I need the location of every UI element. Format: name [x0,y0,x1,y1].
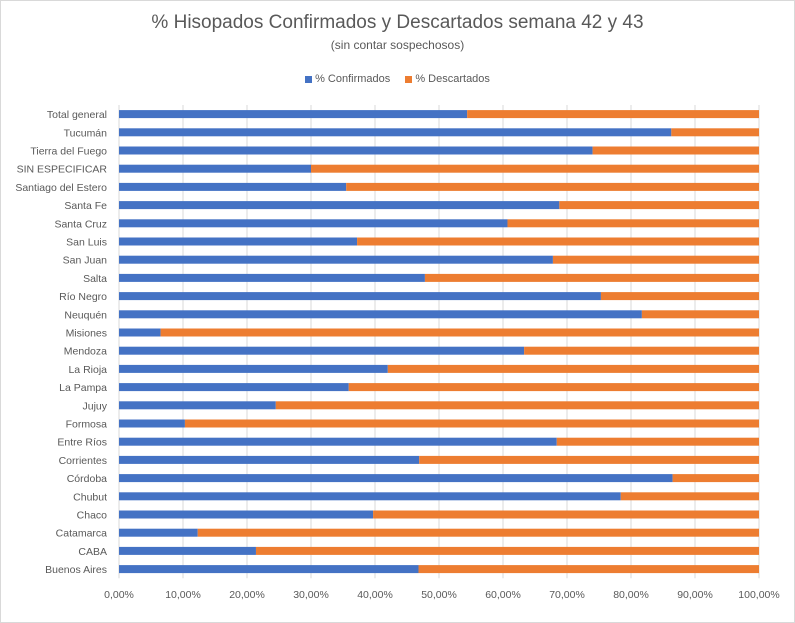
x-tick-label: 10,00% [165,589,201,601]
bar-confirmados [119,219,508,228]
bar-confirmados [119,565,419,574]
bar-confirmados [119,474,673,483]
bar-confirmados [119,419,185,428]
bar-confirmados [119,201,560,210]
category-label: Corrientes [59,455,107,467]
bar-descartados [507,219,759,228]
x-tick-label: 0,00% [104,589,134,601]
bar-descartados [559,201,759,210]
category-label: San Luis [66,237,107,249]
legend-label-confirmados: % Confirmados [315,73,391,85]
bar-confirmados [119,528,198,537]
bar-descartados [592,146,759,155]
chart-subtitle: (sin contar sospechosos) [330,38,465,52]
bar-confirmados [119,164,311,173]
legend-label-descartados: % Descartados [415,73,490,85]
legend-item-confirmados: % Confirmados [305,73,390,85]
bar-descartados [641,310,759,319]
x-tick-label: 90,00% [677,589,713,601]
category-label: Mendoza [64,346,107,358]
bar-confirmados [119,364,388,373]
category-label: Santa Cruz [54,218,107,230]
bar-confirmados [119,182,347,191]
category-label: Formosa [66,419,108,431]
bar-descartados [672,474,759,483]
bar-descartados [311,164,759,173]
bar-descartados [255,546,759,555]
x-tick-label: 30,00% [293,589,329,601]
x-tick-label: 60,00% [485,589,521,601]
bar-descartados [556,437,759,446]
x-tick-label: 20,00% [229,589,265,601]
category-label: Jujuy [82,400,107,412]
bar-descartados [552,255,759,264]
bar-descartados [346,182,759,191]
bar-descartados [419,455,759,464]
category-label: Córdoba [67,473,107,485]
category-label: Buenos Aires [45,564,107,576]
bar-descartados [373,510,759,519]
chart-title: % Hisopados Confirmados y Descartados se… [151,12,644,33]
legend-swatch-confirmados [305,75,313,83]
bar-descartados [620,492,759,501]
chart-legend: % Confirmados % Descartados [0,73,795,86]
category-label: Misiones [66,328,107,340]
bar-confirmados [119,455,420,464]
category-label: Chaco [77,510,108,522]
category-label: Tucumán [64,127,108,139]
bar-confirmados [119,546,256,555]
bar-descartados [357,237,759,246]
x-tick-label: 80,00% [613,589,649,601]
bar-confirmados [119,128,672,137]
legend-swatch-descartados [405,75,413,83]
bar-confirmados [119,328,161,337]
bar-descartados [424,273,759,282]
bar-confirmados [119,346,525,355]
bar-descartados [348,383,759,392]
category-label: Santiago del Estero [15,182,107,194]
bar-descartados [671,128,759,137]
bar-descartados [600,292,759,301]
category-label: La Rioja [68,364,107,376]
bar-confirmados [119,437,557,446]
category-label: SIN ESPECIFICAR [17,164,108,176]
x-tick-label: 100,00% [738,589,779,601]
bar-descartados [275,401,759,410]
category-label: Catamarca [56,528,108,540]
x-tick-label: 40,00% [357,589,393,601]
bar-confirmados [119,255,553,264]
bar-descartados [197,528,760,537]
bar-descartados [387,364,759,373]
bar-confirmados [119,146,593,155]
x-tick-label: 50,00% [421,589,457,601]
bar-descartados [467,110,759,119]
category-label: Salta [83,273,107,285]
category-label: Total general [47,109,107,121]
category-label: Santa Fe [64,200,107,212]
category-label: San Juan [63,255,108,267]
bar-confirmados [119,492,621,501]
category-label: Entre Ríos [57,437,107,449]
bar-confirmados [119,110,468,119]
bar-confirmados [119,383,349,392]
bar-confirmados [119,310,642,319]
bar-confirmados [119,401,276,410]
bar-confirmados [119,273,425,282]
bar-confirmados [119,237,358,246]
category-label: Neuquén [64,309,107,321]
category-label: CABA [78,546,107,558]
bar-descartados [524,346,759,355]
bar-descartados [160,328,760,337]
bar-descartados [418,565,759,574]
category-label: Chubut [73,491,107,503]
bar-confirmados [119,510,374,519]
x-tick-label: 70,00% [549,589,585,601]
bar-descartados [184,419,760,428]
bar-confirmados [119,292,601,301]
legend-item-descartados: % Descartados [405,73,490,85]
category-label: Río Negro [59,291,107,303]
category-label: La Pampa [59,382,107,394]
category-label: Tierra del Fuego [30,146,107,158]
